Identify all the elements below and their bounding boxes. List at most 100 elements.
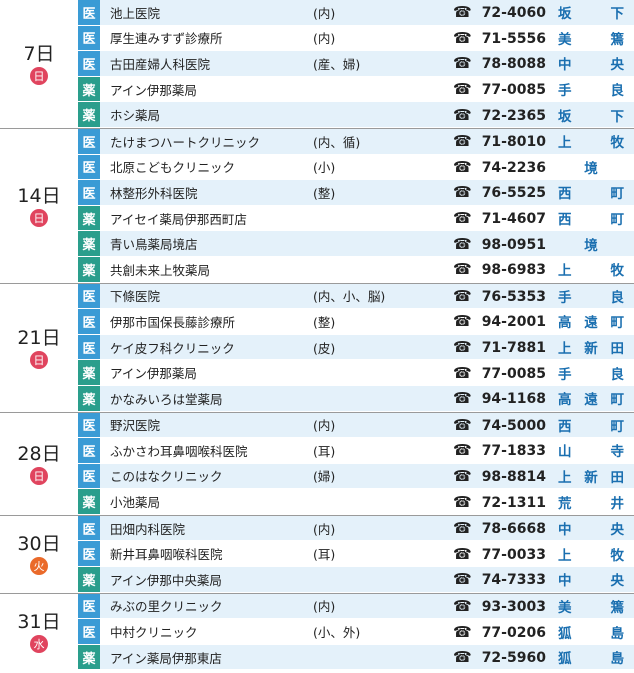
- department: (皮): [313, 340, 336, 356]
- department: (内、循): [313, 134, 361, 150]
- type-badge: 薬: [78, 76, 100, 102]
- area: 中央: [558, 57, 624, 74]
- facility-name: たけまつハートクリニック: [110, 134, 261, 150]
- type-badge: 医: [78, 154, 100, 180]
- date-group: 7日日医池上医院(内)72-4060坂下医厚生連みすず診療所(内)71-5556…: [0, 0, 634, 129]
- rows: 医たけまつハートクリニック(内、循)71-8010上牧医北原こどもクリニック(小…: [78, 128, 634, 283]
- area: 上牧: [558, 135, 624, 152]
- date-cell: 31日水: [0, 594, 78, 671]
- facility-name: 青い鳥薬局境店: [110, 237, 198, 253]
- facility-name: ホシ薬局: [110, 108, 161, 124]
- type-badge: 薬: [78, 256, 100, 282]
- date: 28日: [17, 442, 61, 465]
- phone: 78-8088: [453, 54, 558, 72]
- phone: 74-2236: [453, 158, 558, 176]
- facility-name: かなみいろは堂薬局: [110, 391, 223, 407]
- phone: 77-0085: [453, 80, 558, 98]
- area: 美篶: [558, 599, 624, 616]
- type-badge: 医: [78, 309, 100, 334]
- date: 30日: [17, 533, 61, 556]
- phone: 76-5525: [453, 183, 558, 201]
- area: 西町: [558, 418, 624, 435]
- date: 7日: [23, 42, 55, 65]
- date-cell: 28日日: [0, 413, 78, 515]
- area: 境: [584, 237, 598, 254]
- facility-name: 下條医院: [110, 289, 161, 305]
- department: (内): [313, 599, 336, 615]
- type-badge: 薬: [78, 644, 100, 670]
- area: 狐島: [558, 651, 624, 668]
- phone: 77-1833: [453, 441, 558, 459]
- facility-name: アイセイ薬局伊那西町店: [110, 211, 247, 227]
- phone: 74-5000: [453, 416, 558, 434]
- type-badge: 薬: [78, 567, 100, 592]
- phone: 94-1168: [453, 389, 558, 407]
- facility-name: アイン伊那薬局: [110, 366, 197, 382]
- type-badge: 医: [78, 25, 100, 51]
- type-badge: 医: [78, 128, 100, 154]
- weekday-badge: 日: [30, 350, 48, 369]
- facility-name: 伊那市国保長藤診療所: [110, 314, 236, 330]
- phone: 77-0206: [453, 623, 558, 641]
- date-group: 28日日医野沢医院(内)74-5000西町医ふかさわ耳鼻咽喉科医院(耳)77-1…: [0, 412, 634, 516]
- type-badge: 薬: [78, 205, 100, 231]
- type-badge: 医: [78, 283, 100, 309]
- facility-name: ケイ皮フ科クリニック: [110, 340, 235, 356]
- area: 荒井: [558, 495, 624, 512]
- area: 美篶: [558, 31, 624, 48]
- phone: 98-6983: [453, 260, 558, 278]
- weekday-badge: 日: [30, 466, 48, 485]
- area: 境: [584, 160, 598, 177]
- phone: 72-2365: [453, 106, 558, 124]
- facility-name: 林整形外科医院: [110, 185, 198, 201]
- department: (婦): [313, 469, 336, 485]
- department: (整): [313, 185, 336, 201]
- area: 上牧: [558, 263, 624, 280]
- facility-name: ふかさわ耳鼻咽喉科医院: [110, 443, 248, 459]
- weekday-badge: 火: [30, 557, 48, 576]
- weekday-badge: 日: [30, 66, 48, 85]
- phone: 71-8010: [453, 132, 558, 150]
- area: 西町: [558, 212, 624, 229]
- date: 14日: [17, 184, 61, 207]
- area: 上新田: [558, 469, 624, 486]
- type-badge: 薬: [78, 102, 100, 127]
- type-badge: 薬: [78, 385, 100, 411]
- area: 上牧: [558, 547, 624, 564]
- area: 坂下: [558, 6, 624, 23]
- date-cell: 7日日: [0, 0, 78, 128]
- facility-name: 田畑内科医院: [110, 521, 186, 537]
- type-badge: 薬: [78, 489, 100, 514]
- facility-name: 北原こどもクリニック: [110, 160, 236, 176]
- facility-name: 共創未来上牧薬局: [110, 262, 211, 278]
- department: (内、小、脳): [313, 289, 386, 305]
- area: 上新田: [558, 341, 624, 358]
- department: (内): [313, 418, 336, 434]
- phone: 72-4060: [453, 3, 558, 21]
- area: 西町: [558, 186, 624, 203]
- phone: 72-1311: [453, 493, 558, 511]
- facility-name: 厚生連みすず診療所: [110, 31, 223, 47]
- weekday-badge: 日: [30, 208, 48, 227]
- rows: 医池上医院(内)72-4060坂下医厚生連みすず診療所(内)71-5556美篶医…: [78, 0, 634, 128]
- facility-name: アイン薬局伊那東店: [110, 650, 222, 666]
- facility-name: 古田産婦人科医院: [110, 56, 211, 72]
- date-group: 21日日医下條医院(内、小、脳)76-5353手良医伊那市国保長藤診療所(整)9…: [0, 283, 634, 413]
- facility-name: 新井耳鼻咽喉科医院: [110, 547, 223, 563]
